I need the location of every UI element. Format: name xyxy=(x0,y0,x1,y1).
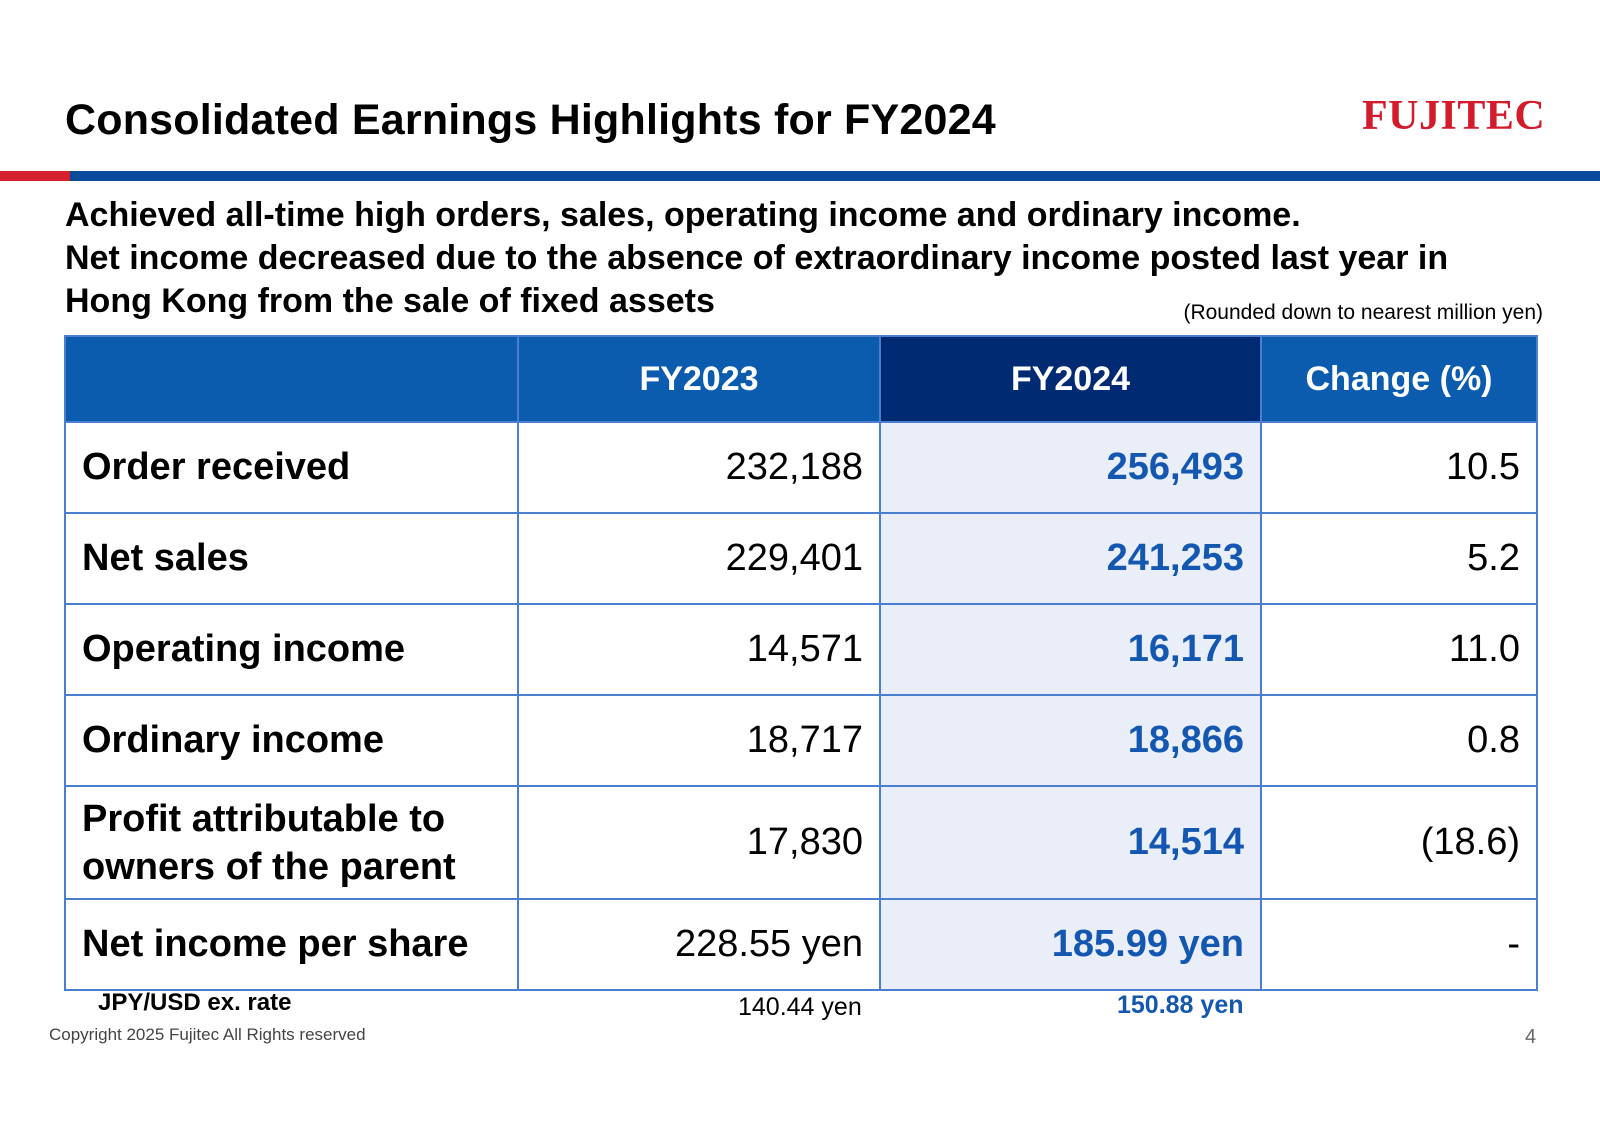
header-fy2023: FY2023 xyxy=(517,335,881,423)
fy2023-value: 17,830 xyxy=(517,785,881,900)
fy2024-value: 241,253 xyxy=(879,512,1262,605)
row-label: Order received xyxy=(64,421,519,514)
header-change: Change (%) xyxy=(1260,335,1538,423)
fy2024-value: 14,514 xyxy=(879,785,1262,900)
table-row: Ordinary income 18,717 18,866 0.8 xyxy=(64,694,1538,787)
fy2024-value: 18,866 xyxy=(879,694,1262,787)
earnings-table: FY2023 FY2024 Change (%) Order received … xyxy=(64,335,1538,991)
page-number: 4 xyxy=(1525,1026,1537,1048)
table-row: Net sales 229,401 241,253 5.2 xyxy=(64,512,1538,605)
table-row: Profit attributable to owners of the par… xyxy=(64,785,1538,900)
table-row: Net income per share 228.55 yen 185.99 y… xyxy=(64,898,1538,991)
copyright: Copyright 2025 Fujitec All Rights reserv… xyxy=(49,1025,366,1044)
change-value: 10.5 xyxy=(1260,421,1538,514)
fy2024-value: 256,493 xyxy=(879,421,1262,514)
fy2023-value: 232,188 xyxy=(517,421,881,514)
headline-line-3: Hong Kong from the sale of fixed assets xyxy=(65,282,715,320)
table-row: Order received 232,188 256,493 10.5 xyxy=(64,421,1538,514)
fy2023-value: 228.55 yen xyxy=(517,898,881,991)
change-value: (18.6) xyxy=(1260,785,1538,900)
row-label-line-2: owners of the parent xyxy=(82,845,456,888)
header-blank xyxy=(64,335,519,423)
header-divider-blue xyxy=(70,171,1600,181)
fy2023-value: 14,571 xyxy=(517,603,881,696)
headline: Achieved all-time high orders, sales, op… xyxy=(65,194,1448,323)
change-value: 0.8 xyxy=(1260,694,1538,787)
row-label-line-1: Profit attributable to xyxy=(82,797,446,840)
row-label: Net sales xyxy=(64,512,519,605)
table-header-row: FY2023 FY2024 Change (%) xyxy=(64,335,1538,423)
rounding-note: (Rounded down to nearest million yen) xyxy=(1183,301,1543,324)
row-label: Ordinary income xyxy=(64,694,519,787)
row-label: Profit attributable to owners of the par… xyxy=(64,785,519,900)
row-label: Operating income xyxy=(64,603,519,696)
page-title: Consolidated Earnings Highlights for FY2… xyxy=(65,96,996,144)
fy2024-value: 16,171 xyxy=(879,603,1262,696)
change-value: - xyxy=(1260,898,1538,991)
row-label: Net income per share xyxy=(64,898,519,991)
header-divider-red xyxy=(0,171,70,181)
fy2023-value: 229,401 xyxy=(517,512,881,605)
fx-rate-fy2023: 140.44 yen xyxy=(738,993,862,1021)
table-row: Operating income 14,571 16,171 11.0 xyxy=(64,603,1538,696)
headline-line-2: Net income decreased due to the absence … xyxy=(65,239,1449,277)
change-value: 5.2 xyxy=(1260,512,1538,605)
headline-line-1: Achieved all-time high orders, sales, op… xyxy=(65,196,1301,234)
fx-rate-fy2024: 150.88 yen xyxy=(1117,991,1244,1019)
header-fy2024: FY2024 xyxy=(879,335,1262,423)
change-value: 11.0 xyxy=(1260,603,1538,696)
fy2024-value: 185.99 yen xyxy=(879,898,1262,991)
fx-rate-label: JPY/USD ex. rate xyxy=(98,989,292,1016)
fy2023-value: 18,717 xyxy=(517,694,881,787)
fujitec-logo: FUJITEC xyxy=(1362,93,1546,139)
